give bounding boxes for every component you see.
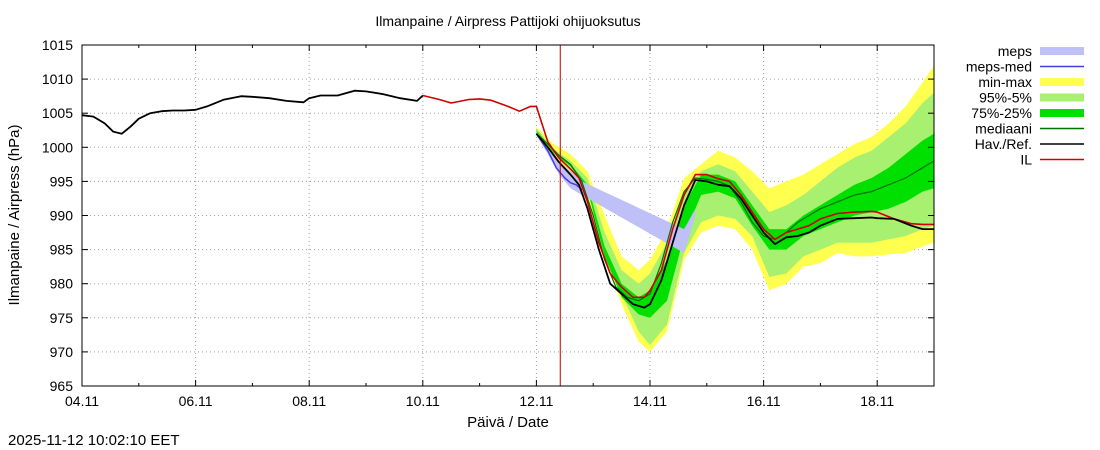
x-tick-label: 08.11	[292, 393, 326, 409]
x-tick-label: 18.11	[860, 393, 894, 409]
legend-label-p75-25: 75%-25%	[971, 105, 1032, 121]
observed-forecast-line	[535, 133, 934, 309]
forecast-bands	[536, 65, 934, 352]
p95-5-band	[536, 92, 934, 346]
legend-label-il: IL	[1020, 152, 1032, 168]
y-tick-label: 970	[50, 344, 74, 360]
x-tick-label: 14.11	[633, 393, 667, 409]
x-tick-label: 06.11	[179, 393, 213, 409]
y-tick-label: 975	[50, 310, 74, 326]
legend-label-meps: meps	[998, 43, 1032, 59]
x-axis-title: Päivä / Date	[467, 414, 549, 431]
y-tick-label: 995	[50, 173, 74, 189]
legend-swatch-meps	[1040, 47, 1084, 55]
x-tick-labels: 04.11 06.11 08.11 10.11 12.11 14.11 16.11 18.11	[65, 393, 894, 409]
y-tick-label: 980	[50, 276, 74, 292]
meps-band	[536, 132, 696, 253]
x-tick-label: 12.11	[519, 393, 553, 409]
meps-med-line	[535, 133, 583, 191]
x-tick-label: 16.11	[747, 393, 781, 409]
y-tick-label: 990	[50, 208, 74, 224]
legend: mepsmeps-medmin-max95%-5%75%-25%mediaani…	[966, 43, 1084, 168]
y-axis-title: Ilmanpaine / Airpress (hPa)	[6, 125, 23, 306]
series-lines	[81, 89, 935, 309]
legend-swatch-p95-5	[1040, 93, 1084, 102]
observed-line	[81, 89, 424, 135]
footer-timestamp: 2025-11-12 10:02:10 EET	[8, 432, 180, 449]
chart-title: Ilmanpaine / Airpress Pattijoki ohijuoks…	[375, 13, 640, 29]
y-tick-label: 1000	[42, 139, 73, 155]
il-line	[422, 94, 934, 299]
legend-label-meps-med: meps-med	[966, 59, 1032, 75]
legend-label-p95-5: 95%-5%	[979, 90, 1032, 106]
y-tick-label: 965	[50, 378, 74, 394]
x-tick-label: 10.11	[406, 393, 440, 409]
mediaani-line	[535, 133, 935, 302]
y-tick-label: 1015	[42, 37, 73, 53]
x-tick-label: 04.11	[65, 393, 99, 409]
y-tick-label: 985	[50, 242, 74, 258]
y-tick-label: 1010	[42, 71, 73, 87]
axis-ticks	[81, 44, 934, 387]
legend-swatch-min-max	[1040, 78, 1084, 86]
legend-label-mediaani: mediaani	[975, 121, 1032, 137]
y-tick-label: 1005	[42, 105, 73, 121]
legend-label-min-max: min-max	[978, 74, 1032, 90]
legend-swatch-p75-25	[1040, 109, 1084, 117]
y-tick-labels: 965 970 975 980 985 990 995 1000 1005 1010 1015	[42, 37, 73, 394]
legend-label-observed: Hav./Ref.	[975, 136, 1032, 152]
